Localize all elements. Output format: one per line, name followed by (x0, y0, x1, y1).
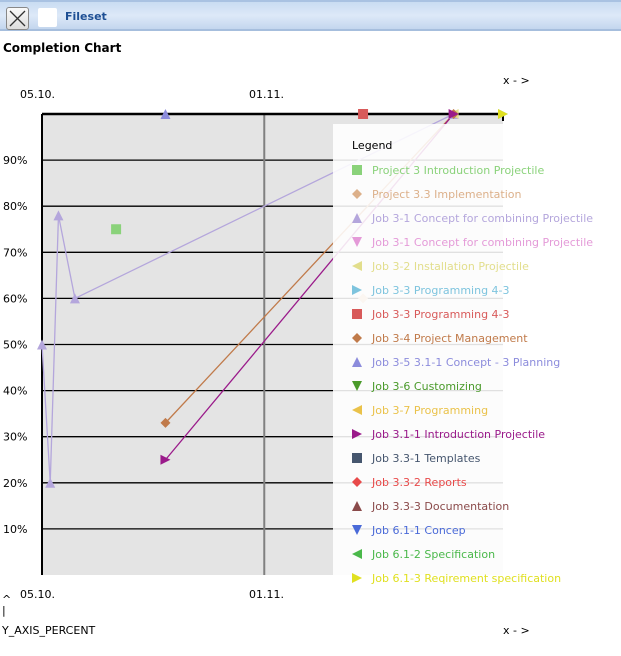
data-point (160, 109, 171, 119)
data-point (45, 477, 56, 488)
legend-marker-icon (352, 549, 362, 559)
legend-marker-icon (352, 477, 362, 487)
legend-entry: Job 3.1-1 Introduction Projectile (371, 428, 545, 441)
y-tick-label: 80% (3, 200, 27, 213)
legend-entry: Job 3-1 Concept for combining Projectile (371, 212, 593, 225)
data-point (160, 454, 171, 465)
legend-marker-icon (352, 309, 362, 319)
x-tick-top-1: 01.11. (249, 88, 284, 101)
x-axis-label-top: x - > (503, 74, 530, 87)
legend-box (333, 124, 621, 594)
legend-entry: Project 3 Introduction Projectile (372, 164, 544, 177)
y-tick-label: 40% (3, 385, 27, 398)
legend-entry: Job 3.3-1 Templates (371, 452, 481, 465)
data-point (448, 109, 459, 119)
legend-marker-icon (352, 165, 362, 175)
legend-entry: Job 3-3 Programming 4-3 (371, 308, 510, 321)
data-point (37, 339, 47, 350)
legend-entry: Job 3-1 Concept for combining Projectile (371, 236, 593, 249)
legend-marker-icon (352, 501, 362, 511)
legend: Legend Project 3 Introduction Projectile P… (333, 124, 621, 594)
fileset-title: Fileset (65, 10, 107, 23)
x-tick-bottom-0: 05.10. (20, 588, 55, 601)
legend-entry: Job 3-4 Project Management (371, 332, 528, 345)
y-tick-label: 70% (3, 246, 27, 259)
legend-entry: Job 3-6 Customizing (371, 380, 482, 393)
legend-marker-icon (352, 285, 362, 295)
legend-marker-icon (352, 357, 362, 367)
legend-entry: Job 3-7 Programming (371, 404, 488, 417)
y-tick-label: 50% (3, 339, 27, 352)
legend-marker-icon (352, 525, 362, 535)
y-tick-label: 20% (3, 477, 27, 490)
legend-entry: Job 3-2 Installation Projectile (371, 260, 529, 273)
data-point (358, 109, 369, 119)
legend-entry: Job 3-3 Programming 4-3 (371, 284, 510, 297)
chart-title: Completion Chart (3, 41, 122, 55)
blank-button[interactable] (38, 8, 57, 27)
y-tick-label: 30% (3, 431, 27, 444)
legend-marker-icon (352, 213, 362, 223)
legend-title: Legend (352, 139, 392, 152)
legend-entry: Job 6.1-1 Concep (371, 524, 466, 537)
data-point (498, 109, 508, 119)
legend-marker-icon (352, 189, 362, 199)
y-tick-label: 90% (3, 154, 27, 167)
legend-marker-icon (352, 333, 362, 343)
data-point (53, 210, 64, 221)
legend-marker-icon (352, 573, 362, 583)
y-axis-label: Y_AXIS_PERCENT (1, 624, 96, 637)
data-point (111, 224, 122, 235)
legend-marker-icon (352, 453, 362, 463)
x-tick-top-0: 05.10. (20, 88, 55, 101)
y-tick-label: 10% (3, 523, 27, 536)
data-point (69, 293, 80, 304)
legend-entry: Job 3-5 3.1-1 Concept - 3 Planning (371, 356, 560, 369)
y-axis-bar: | (2, 604, 6, 617)
legend-entry: Job 3.3-2 Reports (371, 476, 467, 489)
legend-marker-icon (352, 405, 362, 415)
legend-entry: Job 6.1-3 Reqirement specification (371, 572, 561, 585)
legend-marker-icon (352, 237, 362, 247)
toolbar: Fileset (0, 0, 621, 31)
y-tick-label: 60% (3, 292, 27, 305)
close-x-icon (9, 10, 26, 27)
legend-marker-icon (352, 429, 362, 439)
legend-entry: Project 3.3 Implementation (372, 188, 521, 201)
data-point (160, 417, 171, 428)
legend-marker-icon (352, 381, 362, 391)
close-button[interactable] (6, 7, 29, 30)
y-axis-arrow: ^ (2, 593, 11, 606)
legend-entry: Job 6.1-2 Specification (371, 548, 495, 561)
x-tick-bottom-1: 01.11. (249, 588, 284, 601)
legend-marker-icon (352, 261, 362, 271)
legend-entry: Job 3.3-3 Documentation (371, 500, 509, 513)
x-axis-label-bottom: x - > (503, 624, 530, 637)
